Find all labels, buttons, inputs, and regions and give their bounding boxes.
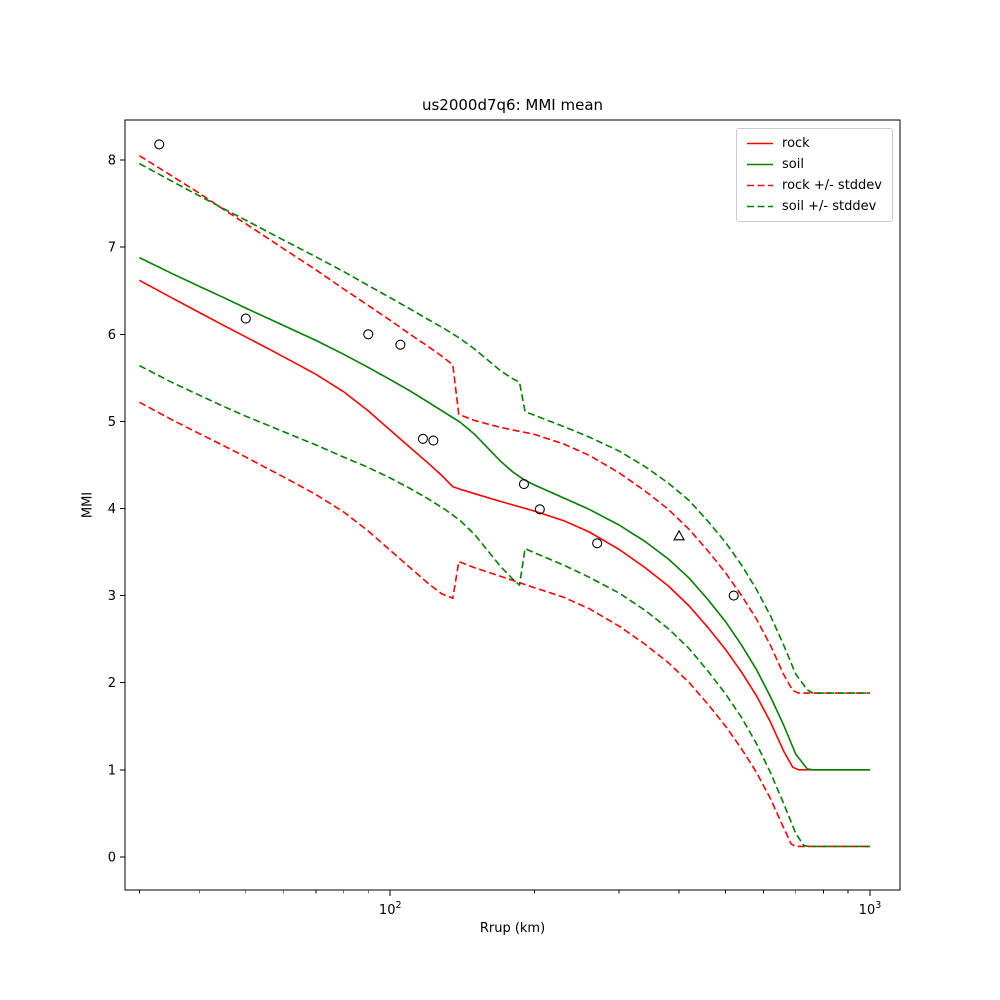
- observation-circle-marker: [417, 433, 428, 444]
- legend: rock soil rock +/- stddev soil +/- stdde…: [736, 128, 893, 222]
- y-axis-label: MMI: [80, 491, 96, 519]
- rock-mean-line: [139, 279, 870, 771]
- y-tick-label: 3: [108, 589, 116, 604]
- legend-line-sample-soil: [747, 163, 774, 166]
- y-tick-label: 4: [108, 502, 116, 517]
- legend-line-sample-rock: [747, 142, 774, 145]
- chart-title: us2000d7q6: MMI mean: [421, 96, 604, 114]
- observation-circle-marker: [518, 479, 530, 490]
- y-tick-label: 2: [108, 676, 116, 691]
- observation-triangle-marker: [673, 529, 685, 541]
- y-tick-label: 6: [108, 328, 116, 343]
- legend-label-rock: rock: [782, 136, 810, 151]
- x-axis-label: Rrup (km): [479, 921, 546, 936]
- observation-circle-marker: [154, 139, 165, 150]
- observation-circle-marker: [240, 313, 251, 324]
- legend-line-sample-soil-stddev: [747, 205, 774, 208]
- axes-box: [124, 119, 901, 891]
- observation-circle-marker: [363, 329, 374, 340]
- legend-item-rock-stddev: rock +/- stddev: [746, 177, 882, 194]
- observation-circle-marker: [428, 435, 439, 446]
- y-tick-label: 0: [108, 850, 116, 865]
- legend-label-soil: soil: [782, 157, 804, 172]
- y-tick-label: 5: [108, 415, 116, 430]
- y-tick-label: 7: [108, 241, 116, 256]
- soil-mean-line: [139, 256, 870, 771]
- soil-lower-stddev-line: [139, 364, 870, 848]
- y-tick-label: 8: [108, 154, 116, 169]
- observation-circle-marker: [534, 504, 545, 515]
- rock-lower-stddev-line: [139, 401, 870, 848]
- legend-item-rock: rock: [746, 135, 882, 152]
- legend-label-soil-stddev: soil +/- stddev: [782, 199, 877, 214]
- observation-circle-marker: [728, 590, 739, 601]
- y-tick-label: 1: [108, 763, 116, 778]
- legend-item-soil: soil: [746, 156, 882, 173]
- rock-upper-stddev-line: [138, 155, 870, 694]
- observation-circle-marker: [592, 538, 603, 549]
- soil-upper-stddev-line: [139, 162, 870, 694]
- legend-item-soil-stddev: soil +/- stddev: [746, 198, 882, 215]
- x-tick-label: 103: [859, 900, 882, 918]
- observation-circle-marker: [395, 339, 406, 350]
- x-tick-label: 102: [379, 900, 402, 918]
- legend-label-rock-stddev: rock +/- stddev: [782, 178, 882, 193]
- legend-line-sample-rock-stddev: [747, 184, 774, 187]
